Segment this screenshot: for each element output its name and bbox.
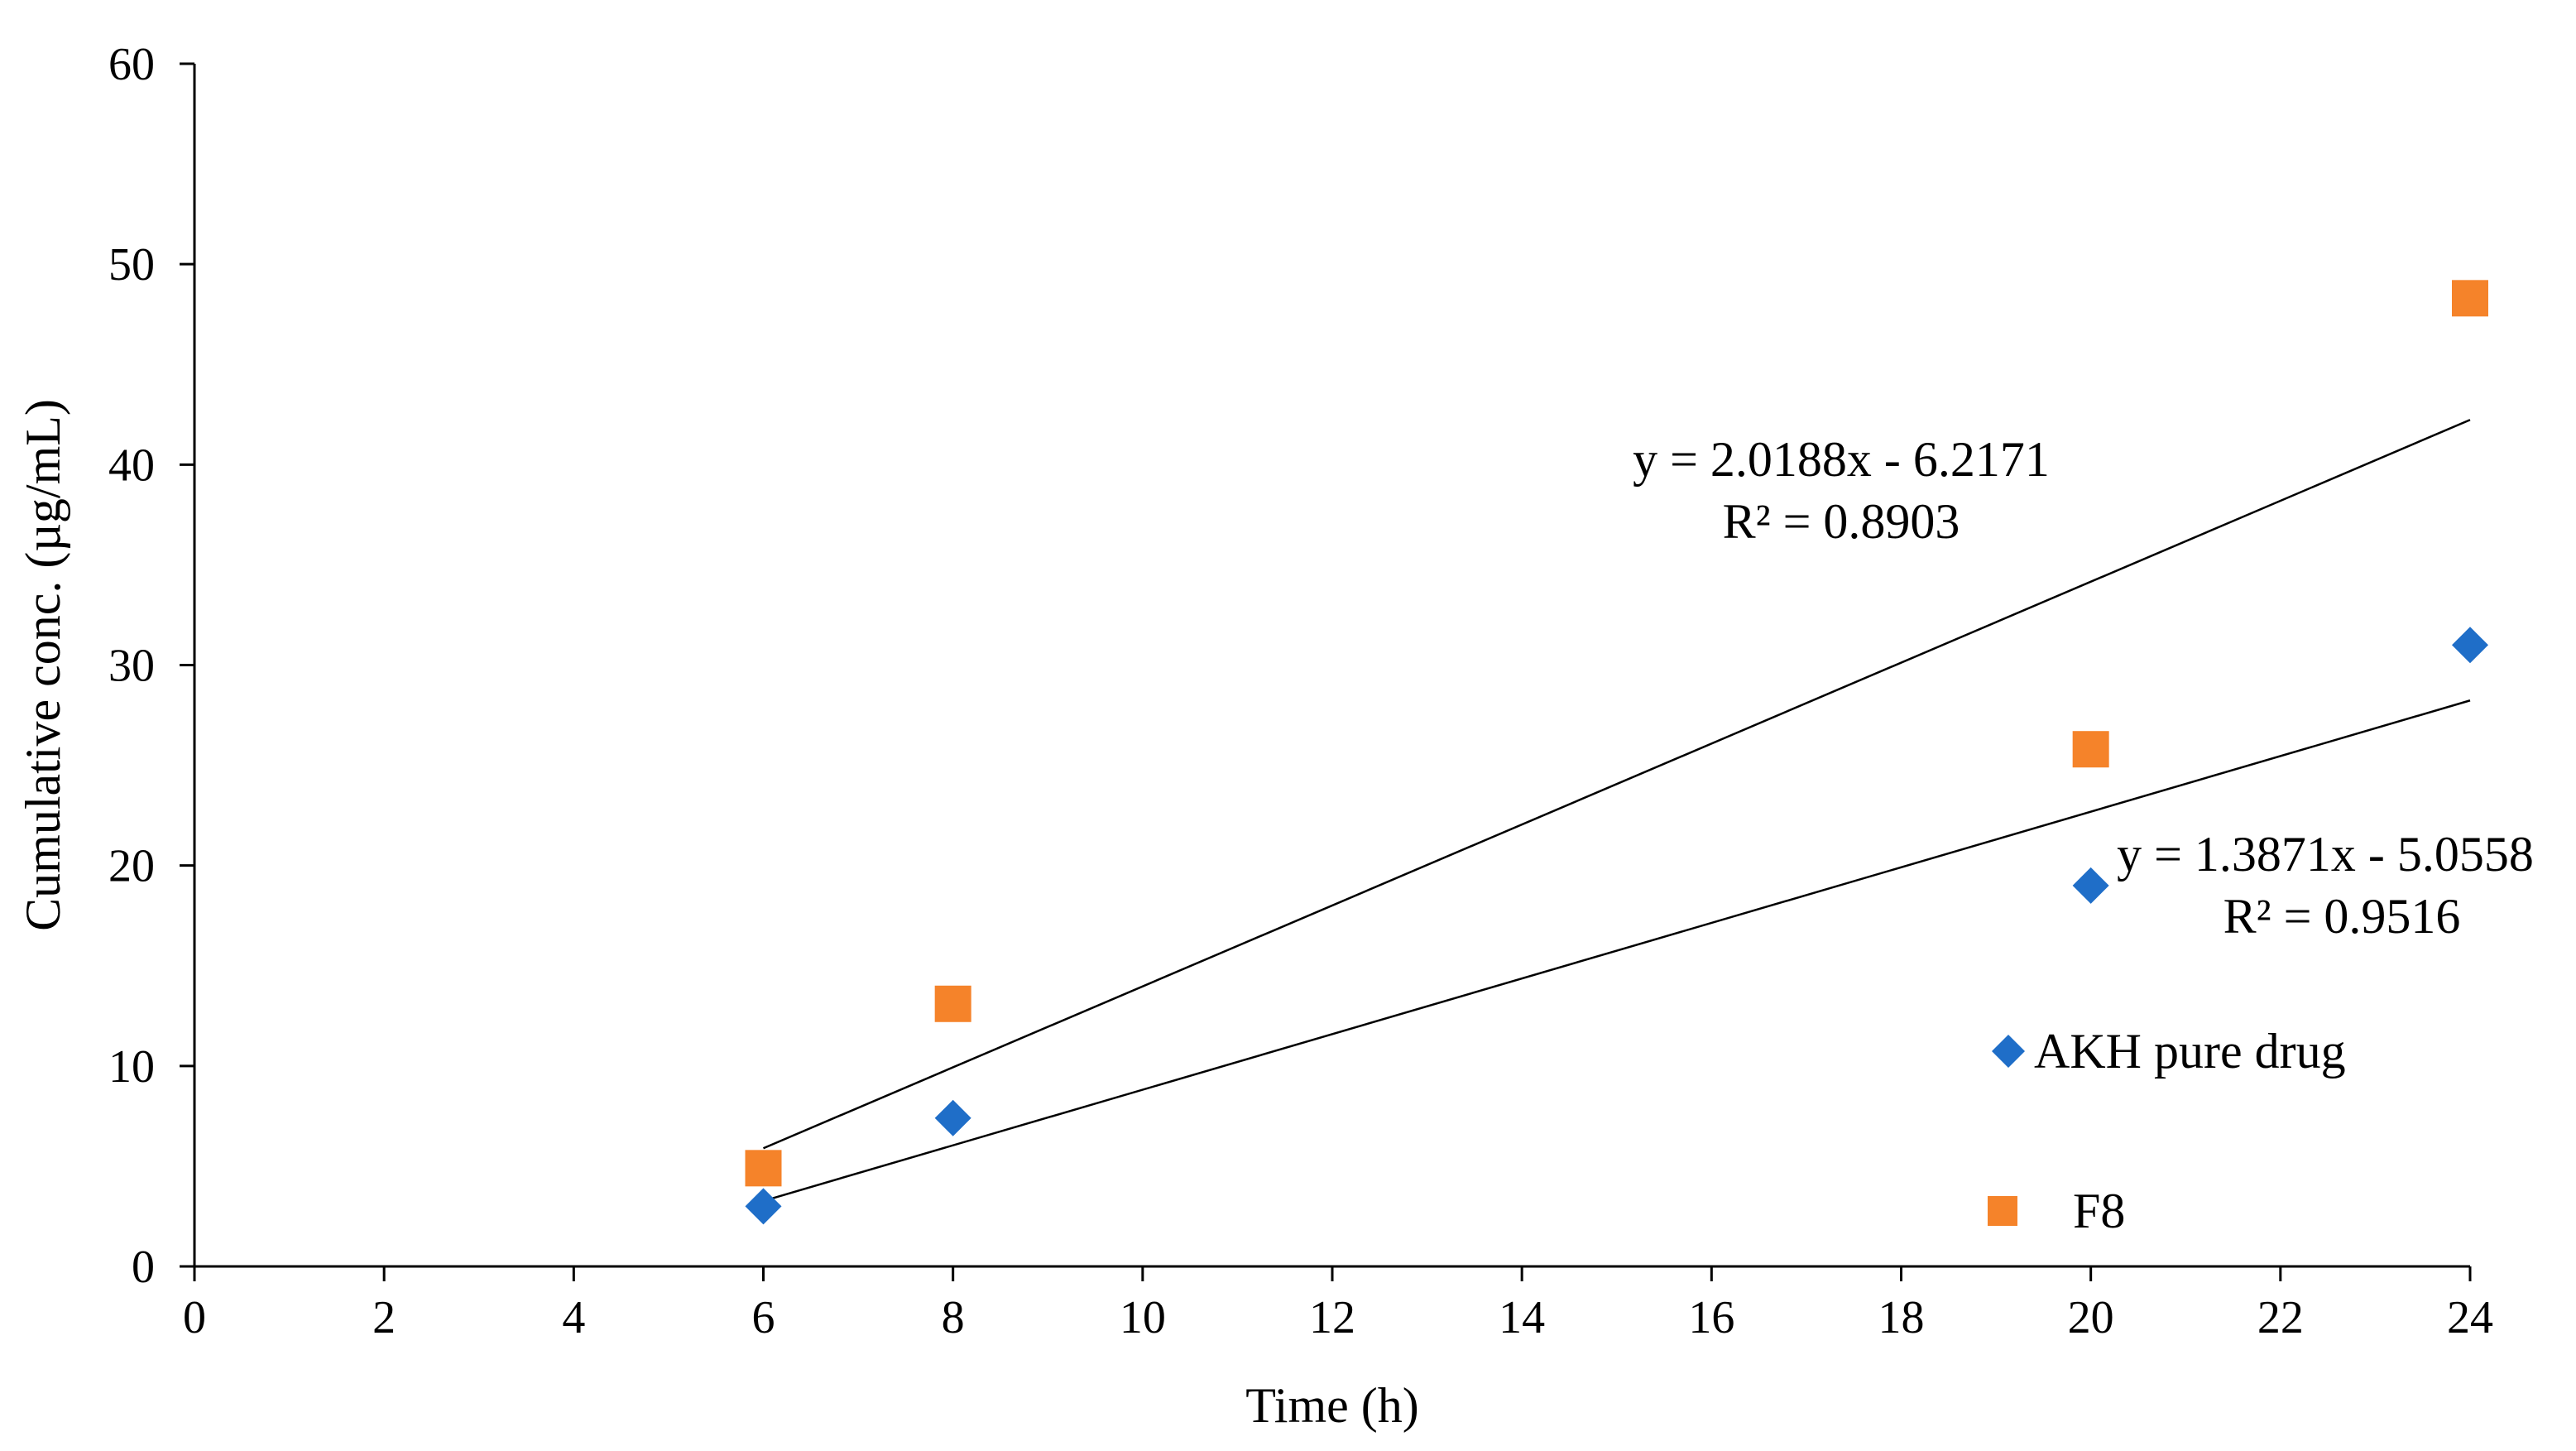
y-tick-label: 0 xyxy=(132,1242,155,1293)
x-tick-label: 4 xyxy=(562,1292,585,1343)
x-tick-label: 6 xyxy=(752,1292,775,1343)
trendline-akh-pure-drug xyxy=(763,699,2471,1203)
x-tick-label: 14 xyxy=(1499,1292,1545,1343)
legend: AKH pure drug F8 xyxy=(1988,1024,2346,1238)
data-point-f8 xyxy=(934,985,971,1022)
x-tick-label: 16 xyxy=(1688,1292,1734,1343)
x-tick-label: 10 xyxy=(1120,1292,1166,1343)
axes xyxy=(193,64,2470,1268)
legend-label-f8: F8 xyxy=(2073,1184,2125,1238)
x-tick-label: 20 xyxy=(2068,1292,2114,1343)
x-tick-label: 2 xyxy=(372,1292,396,1343)
data-point-f8 xyxy=(2452,280,2488,317)
legend-marker-f8-shape xyxy=(1988,1196,2017,1226)
y-tick-label: 20 xyxy=(108,841,155,892)
legend-label-akh-pure-drug: AKH pure drug xyxy=(2034,1024,2346,1079)
y-tick-label: 10 xyxy=(108,1041,155,1093)
trendline-f8 xyxy=(763,419,2471,1150)
data-point-akh-pure-drug xyxy=(934,1099,971,1136)
trendlines xyxy=(763,419,2471,1203)
data-point-f8 xyxy=(745,1150,782,1187)
trendline-equation-akh: y = 1.3871x - 5.0558 xyxy=(2117,827,2534,882)
data-points xyxy=(745,280,2488,1225)
data-point-akh-pure-drug xyxy=(745,1188,782,1225)
data-point-f8 xyxy=(2072,731,2109,768)
trendline-equation-f8: y = 2.0188x - 6.2171 xyxy=(1633,432,2050,487)
y-tick-label: 40 xyxy=(108,440,155,491)
y-tick-label: 50 xyxy=(108,239,155,291)
data-point-akh-pure-drug xyxy=(2072,867,2109,904)
x-tick-label: 18 xyxy=(1878,1292,1925,1343)
x-tick-label: 8 xyxy=(942,1292,965,1343)
data-point-akh-pure-drug xyxy=(2452,627,2488,664)
y-tick-label: 30 xyxy=(108,641,155,692)
legend-marker-f8 xyxy=(1988,1196,2017,1226)
y-axis-title: Cumulative conc. (µg/mL) xyxy=(16,399,70,931)
x-ticks: 0 2 4 6 8 10 12 14 16 18 20 22 24 xyxy=(183,1266,2493,1343)
y-ticks: 0 10 20 30 40 50 60 xyxy=(108,39,194,1293)
x-axis-title: Time (h) xyxy=(1245,1378,1418,1433)
y-tick-label: 60 xyxy=(108,39,155,90)
x-tick-label: 24 xyxy=(2447,1292,2493,1343)
x-tick-label: 12 xyxy=(1309,1292,1355,1343)
x-tick-label: 0 xyxy=(183,1292,206,1343)
legend-marker-akh-pure-drug xyxy=(1992,1035,2025,1068)
legend-marker-akh-pure-drug-shape xyxy=(1992,1035,2025,1068)
trendline-r2-akh: R² = 0.9516 xyxy=(2223,889,2461,944)
trendline-r2-f8: R² = 0.8903 xyxy=(1723,494,1960,549)
x-tick-label: 22 xyxy=(2257,1292,2304,1343)
